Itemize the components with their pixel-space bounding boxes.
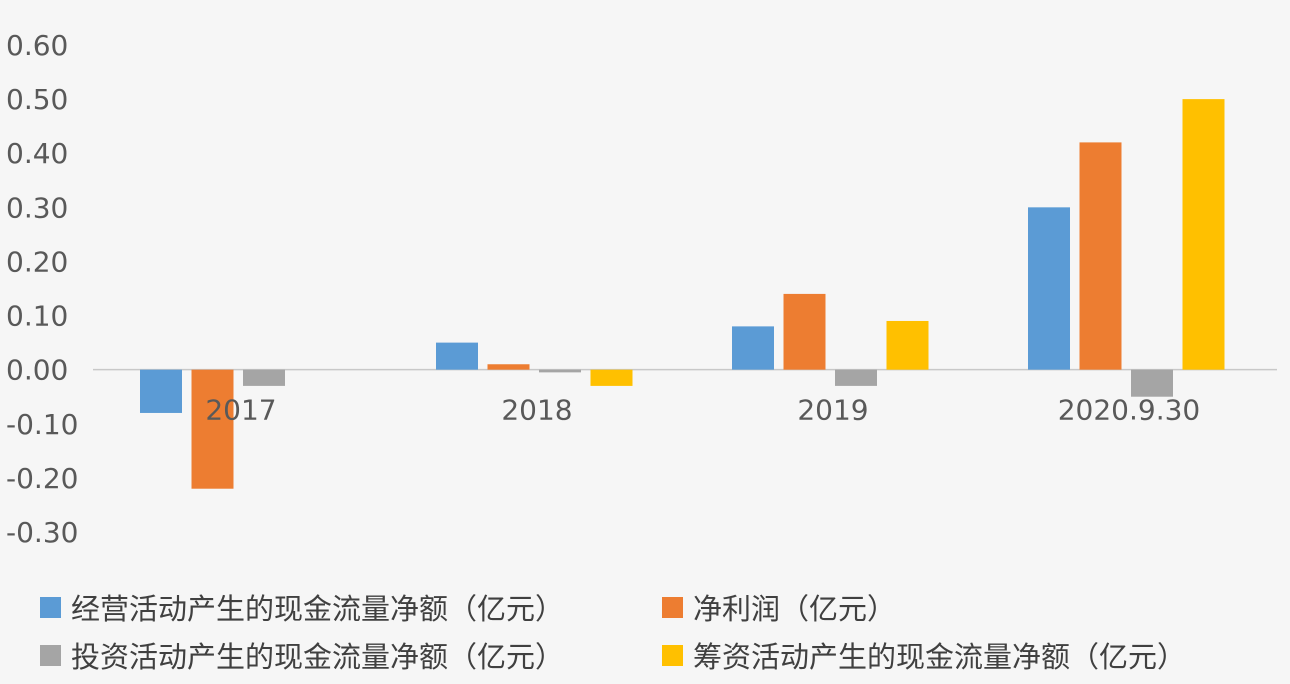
y-tick-label: 0.00 xyxy=(6,354,68,387)
x-category-label: 2017 xyxy=(205,394,276,427)
bar-1-3 xyxy=(590,369,633,386)
legend-label-operating: 经营活动产生的现金流量净额（亿元） xyxy=(71,592,565,626)
bar-2-3 xyxy=(886,320,929,370)
legend-item-investing-cash-flow: 投资活动产生的现金流量净额（亿元） xyxy=(40,634,564,676)
bar-2-2 xyxy=(835,369,877,386)
y-tick-label: 0.10 xyxy=(6,300,68,333)
y-tick-label: 0.20 xyxy=(6,245,68,278)
legend-swatch-investing xyxy=(40,644,61,666)
y-tick-label: 0.50 xyxy=(6,83,68,116)
bar-1-1 xyxy=(487,364,530,370)
bars-group xyxy=(140,99,1225,489)
legend-item-financing-cash-flow: 筹资活动产生的现金流量净额（亿元） xyxy=(662,634,1186,676)
y-tick-label: 0.40 xyxy=(6,137,68,170)
x-axis-category-labels: 2017 2018 2019 2020.9.30 xyxy=(205,394,1200,427)
bar-3-1 xyxy=(1079,142,1122,370)
y-tick-label: -0.20 xyxy=(6,462,78,495)
bar-0-1 xyxy=(191,369,234,489)
y-tick-label: 0.30 xyxy=(6,191,68,224)
bar-0-2 xyxy=(243,369,285,386)
legend-swatch-financing xyxy=(662,644,683,666)
bar-1-2 xyxy=(539,369,581,373)
chart-legend: 经营活动产生的现金流量净额（亿元） 净利润（亿元） 投资活动产生的现金流量净额（… xyxy=(40,576,1280,684)
bar-2-0 xyxy=(732,326,774,370)
legend-swatch-net-profit xyxy=(662,596,683,618)
bar-3-2 xyxy=(1131,369,1173,397)
x-category-label: 2020.9.30 xyxy=(1058,394,1201,427)
bar-2-1 xyxy=(783,293,826,370)
bar-3-3 xyxy=(1182,99,1225,370)
x-category-label: 2018 xyxy=(501,394,572,427)
y-axis-tick-labels: 0.60 0.50 0.40 0.30 0.20 0.10 0.00 -0.10 -0.20 -0… xyxy=(6,29,78,549)
bar-3-0 xyxy=(1028,207,1070,370)
legend-swatch-operating xyxy=(40,596,61,618)
legend-item-net-profit: 净利润（亿元） xyxy=(662,586,896,628)
y-tick-label: -0.10 xyxy=(6,408,78,441)
bar-0-0 xyxy=(140,369,182,413)
y-tick-label: 0.60 xyxy=(6,29,68,62)
legend-item-operating-cash-flow: 经营活动产生的现金流量净额（亿元） xyxy=(40,586,564,628)
bar-1-0 xyxy=(436,342,478,370)
legend-label-financing: 筹资活动产生的现金流量净额（亿元） xyxy=(693,640,1187,674)
legend-label-net-profit: 净利润（亿元） xyxy=(693,592,897,626)
y-tick-label: -0.30 xyxy=(6,516,78,549)
x-category-label: 2019 xyxy=(797,394,868,427)
legend-label-investing: 投资活动产生的现金流量净额（亿元） xyxy=(71,640,565,674)
